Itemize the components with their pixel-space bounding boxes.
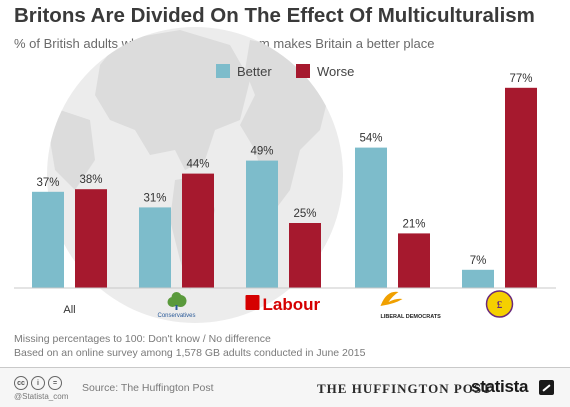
legend-label: Better — [237, 64, 272, 79]
conservatives-logo-text: Conservatives — [157, 313, 195, 319]
statista-handle[interactable]: @Statista_com — [14, 392, 69, 401]
bar-value-label: 77% — [509, 73, 532, 85]
source-text: Source: The Huffington Post — [82, 382, 214, 394]
cc-icon: cc — [14, 376, 28, 390]
bar-value-label: 25% — [293, 208, 316, 220]
bar-chart: Better Worse 37% 38% 31% 44% 49% 25% 54% 21% 7% 77… — [14, 27, 556, 323]
labour-logo: Labour — [245, 295, 321, 314]
libdem-logo: LIBERAL DEMOCRATS — [380, 291, 442, 320]
bar-value-label: 37% — [36, 177, 59, 189]
legend-item-worse: Worse — [296, 64, 354, 79]
bar-value-label: 44% — [186, 159, 209, 171]
conservatives-logo: Conservatives — [157, 292, 196, 319]
x-axis-labels: All Conservatives Labour LIBERAL DEMOCRATS £ — [63, 290, 514, 320]
bars: 37% 38% 31% 44% 49% 25% 54% 21% 7% 77% — [32, 73, 537, 288]
by-icon: i — [31, 376, 45, 390]
chart-title: Britons Are Divided On The Effect Of Mul… — [14, 4, 535, 27]
bar-value-label: 7% — [470, 255, 487, 267]
legend-swatch — [216, 64, 230, 78]
bar-worse — [75, 189, 107, 288]
bar-better — [462, 269, 494, 288]
equals-icon: = — [48, 376, 62, 390]
bar-value-label: 38% — [79, 174, 102, 186]
statista-mark-icon — [539, 380, 554, 395]
libdem-logo-text: LIBERAL DEMOCRATS — [381, 314, 442, 320]
ukip-logo: £ — [485, 290, 514, 318]
legend-label: Worse — [317, 64, 354, 79]
legend-item-better: Better — [216, 64, 272, 79]
bar-better — [246, 160, 278, 288]
huffington-post-logo: THE HUFFINGTON POST — [317, 381, 492, 396]
bar-worse — [289, 223, 321, 288]
bar-value-label: 49% — [250, 146, 273, 158]
legend: Better Worse — [216, 64, 354, 79]
bar-better — [32, 191, 64, 288]
bar-better — [139, 207, 171, 288]
labour-logo-text: Labour — [263, 295, 321, 314]
legend-swatch — [296, 64, 310, 78]
x-label-all: All — [63, 304, 75, 316]
bar-better — [355, 147, 387, 288]
note-survey: Based on an online survey among 1,578 GB… — [14, 347, 366, 359]
bar-worse — [398, 233, 430, 288]
note-missing: Missing percentages to 100: Don't know /… — [14, 333, 271, 345]
chart-notes: Missing percentages to 100: Don't know /… — [14, 332, 365, 360]
bar-worse — [505, 87, 537, 288]
bar-worse — [182, 173, 214, 288]
license-icons[interactable]: cc i = — [14, 376, 62, 390]
bar-value-label: 21% — [402, 218, 425, 230]
bar-value-label: 31% — [143, 192, 166, 204]
bar-value-label: 54% — [359, 133, 382, 145]
statista-logo[interactable]: statista — [471, 377, 529, 396]
footer: cc i = @Statista_com Source: The Huffing… — [0, 367, 570, 407]
ukip-pound-sign: £ — [497, 299, 503, 311]
